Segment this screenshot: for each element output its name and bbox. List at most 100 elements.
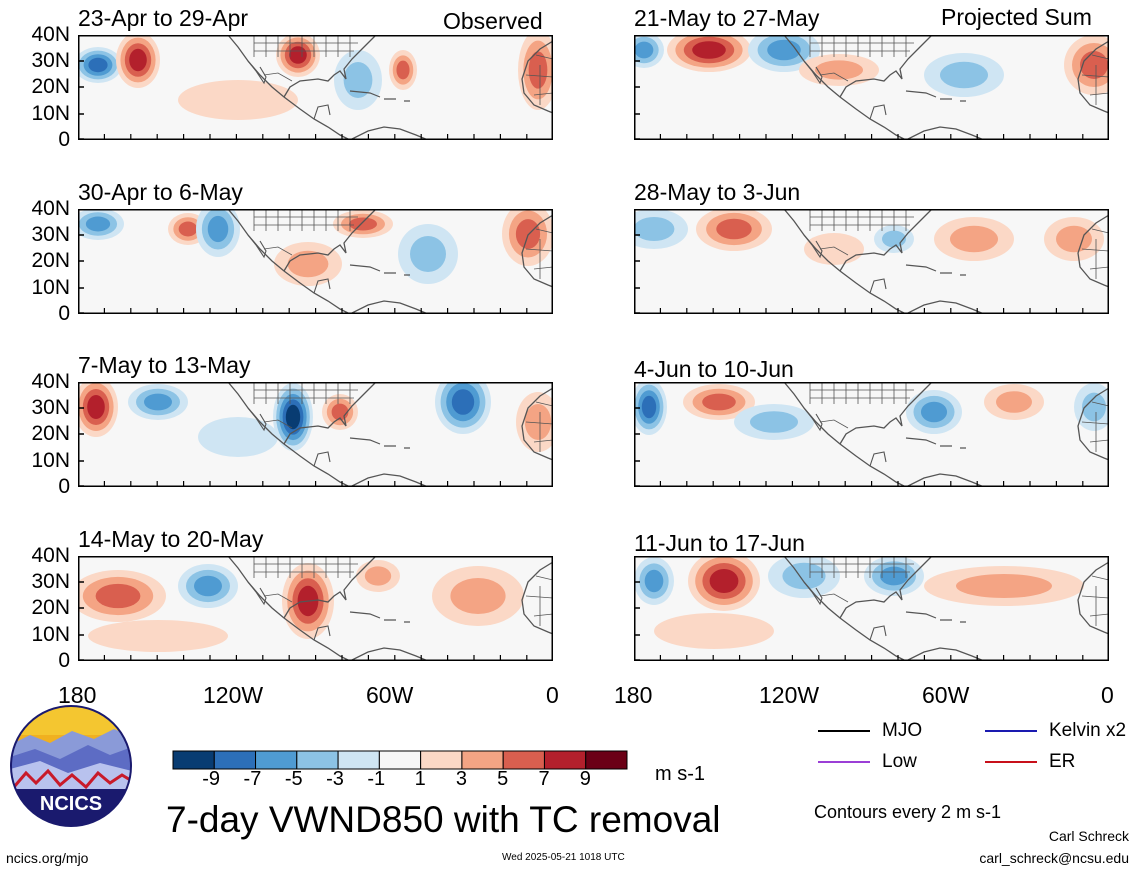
positive-anomaly-shading	[804, 233, 864, 265]
colorbar-swatch	[461, 750, 504, 770]
legend-line-kelvin	[985, 730, 1037, 732]
negative-anomaly-shading	[198, 417, 278, 457]
positive-anomaly-shading	[178, 80, 298, 120]
map-field	[78, 209, 553, 314]
y-tick-label: 20N	[31, 75, 70, 98]
y-tick-label: 40N	[31, 197, 70, 220]
legend-label: Low	[882, 751, 917, 772]
map-field	[78, 382, 553, 487]
coastline	[869, 451, 887, 467]
coastline	[905, 473, 985, 487]
map-field	[634, 382, 1109, 487]
y-tick-label: 20N	[31, 422, 70, 445]
colorbar-swatch	[172, 750, 215, 770]
colorbar-label: 9	[579, 768, 591, 790]
panel-title: 21-May to 27-May	[634, 5, 820, 31]
coastline	[349, 647, 429, 661]
map-panel-projected-3	[634, 382, 1109, 487]
border-line	[263, 419, 293, 429]
negative-anomaly-shading	[85, 216, 111, 232]
positive-anomaly-shading	[956, 574, 1052, 598]
positive-anomaly-shading	[1056, 225, 1092, 253]
positive-anomaly-shading	[515, 219, 541, 249]
negative-anomaly-shading	[644, 569, 664, 593]
border-line	[1081, 401, 1109, 452]
positive-anomaly-shading	[88, 620, 228, 652]
colorbar-swatch	[543, 750, 587, 770]
panel-title: 7-May to 13-May	[78, 352, 251, 378]
colorbar-label: -1	[367, 768, 386, 790]
footer-url: ncics.org/mjo	[6, 850, 89, 866]
panel-title: 14-May to 20-May	[78, 526, 264, 552]
y-tick-label: 20N	[31, 249, 70, 272]
map-panel-observed-1	[78, 35, 553, 140]
positive-anomaly-shading	[528, 51, 548, 89]
negative-anomaly-shading	[285, 404, 301, 430]
coastline	[839, 556, 933, 619]
map-panel-observed-3	[78, 382, 553, 487]
y-tick-label: 20N	[31, 596, 70, 619]
border-line	[525, 575, 553, 626]
positive-anomaly-shading	[709, 569, 739, 593]
coastline	[803, 407, 823, 432]
coastline	[247, 234, 267, 259]
observed-label: Observed	[443, 8, 543, 34]
colorbar-swatch	[502, 750, 545, 770]
coastline	[283, 35, 377, 98]
negative-anomaly-shading	[782, 562, 826, 590]
border-line	[525, 228, 553, 279]
positive-anomaly-shading	[349, 217, 377, 231]
border-line	[810, 389, 914, 399]
colorbar-label: -5	[284, 768, 303, 790]
y-tick-label: 0	[58, 128, 70, 151]
panel-title: 23-Apr to 29-Apr	[78, 5, 249, 31]
colorbar-units: m s-1	[655, 763, 705, 785]
y-tick-label: 30N	[31, 223, 70, 246]
border-line	[819, 593, 849, 603]
y-tick-label: 10N	[31, 449, 70, 472]
panel-title: 4-Jun to 10-Jun	[634, 356, 794, 382]
coastline	[349, 300, 429, 314]
coastline	[313, 278, 331, 294]
x-tick-label: 180	[58, 682, 97, 708]
negative-anomaly-shading	[1082, 392, 1106, 422]
positive-anomaly-shading	[815, 60, 863, 80]
coastline	[1077, 561, 1109, 635]
main-title: 7-day VWND850 with TC removal	[166, 799, 721, 840]
coastline	[521, 387, 553, 461]
border-line	[819, 72, 849, 82]
border-line	[810, 42, 914, 52]
y-tick-label: 40N	[31, 23, 70, 46]
contour-note: Contours every 2 m s-1	[814, 802, 1002, 822]
colorbar-swatch	[378, 750, 422, 770]
coastline	[803, 234, 823, 259]
x-tick-label: 60W	[922, 682, 970, 708]
coastline	[349, 473, 429, 487]
author-name: Carl Schreck	[1048, 828, 1129, 844]
x-tick-label: 120W	[203, 682, 264, 708]
coastline	[869, 625, 887, 641]
positive-anomaly-shading	[950, 225, 998, 253]
coastline	[1077, 214, 1109, 288]
negative-anomaly-shading	[634, 217, 675, 241]
legend-kelvin: Kelvin x2	[985, 720, 1126, 742]
border-line	[810, 216, 914, 226]
border-line	[819, 419, 849, 429]
coastline	[313, 451, 331, 467]
coastline	[905, 300, 985, 314]
border-line	[254, 42, 358, 52]
coastline	[905, 647, 985, 661]
legend-label: ER	[1049, 751, 1076, 772]
border-line	[263, 593, 293, 603]
negative-anomaly-shading	[88, 57, 108, 73]
map-field	[634, 556, 1109, 661]
border-line	[525, 401, 553, 452]
y-tick-label: 30N	[31, 570, 70, 593]
legend-line-mjo	[818, 730, 870, 732]
coastline	[349, 90, 410, 102]
y-tick-label: 40N	[31, 370, 70, 393]
negative-anomaly-shading	[634, 41, 654, 59]
legend-er: ER	[985, 751, 1075, 773]
border-line	[254, 563, 358, 573]
border-line	[1081, 54, 1109, 105]
